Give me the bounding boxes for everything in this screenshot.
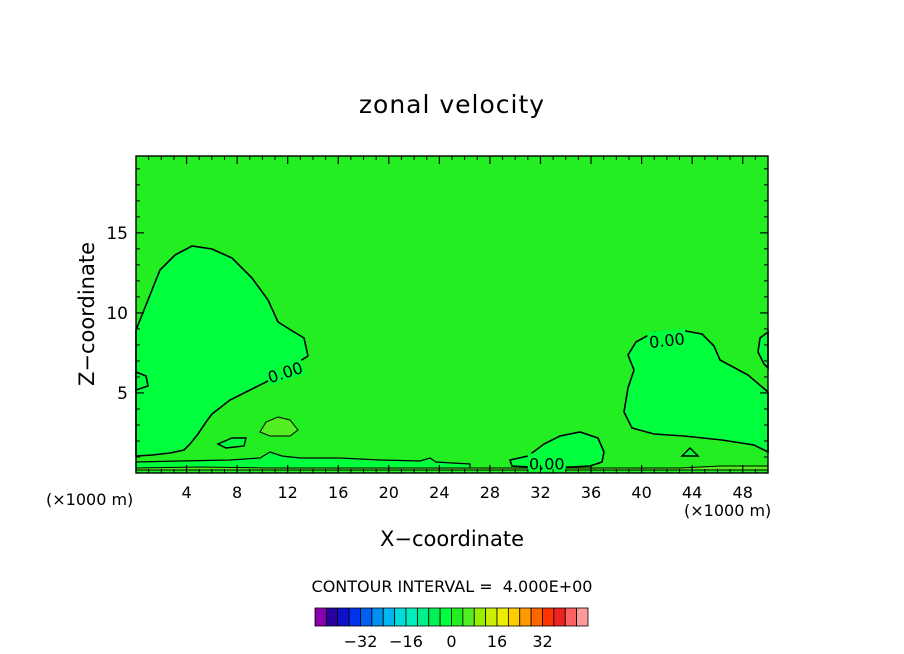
colorbar-tick-label: −16 — [389, 632, 423, 651]
y-tick-label: 5 — [117, 384, 128, 404]
colorbar-swatch — [394, 607, 407, 627]
contour-label-bg — [527, 453, 566, 472]
contour-label-text: 0.00 — [648, 329, 685, 352]
x-tick-label: 28 — [480, 483, 500, 502]
colorbar-swatch — [530, 607, 543, 627]
colorbar-swatch — [382, 607, 396, 627]
colorbar-swatch — [337, 607, 350, 627]
colorbar-tick-label: 0 — [446, 632, 456, 651]
x-tick-label: 8 — [232, 483, 242, 502]
contour-label: 0.00 — [646, 328, 687, 352]
contour-label-bg — [646, 328, 687, 351]
x-tick-label: 44 — [682, 483, 702, 502]
colorbar-swatch — [462, 607, 475, 627]
colorbar-swatch — [360, 607, 373, 627]
chart-title: zonal velocity — [359, 90, 545, 119]
x-tick-label: 4 — [181, 483, 191, 502]
colorbar-tick-label: −32 — [344, 632, 378, 651]
y-axis-label: Z−coordinate — [75, 242, 99, 386]
x-tick-label: 12 — [278, 483, 298, 502]
colorbar-swatch — [564, 607, 578, 627]
plot-area: 0.000.000.00 4 8 12 16 20 24 28 32 36 40 44 48 5101… — [106, 155, 769, 502]
colorbar-swatch — [325, 607, 339, 627]
x-tick-label: 36 — [581, 483, 601, 502]
colorbar-swatch — [542, 607, 555, 627]
contour-label: 0.00 — [527, 453, 566, 473]
x-tick-label: 48 — [733, 483, 753, 502]
x-tick-label: 32 — [530, 483, 550, 502]
colorbar-swatch — [507, 607, 521, 627]
colorbar-swatch — [473, 607, 487, 627]
y-tick-label: 15 — [106, 224, 128, 244]
x-unit-left: (×1000 m) — [46, 490, 133, 509]
colorbar-swatch — [553, 607, 566, 627]
contour-interval-label: CONTOUR INTERVAL = 4.000E+00 — [312, 577, 593, 596]
contour-label-bg — [263, 356, 306, 386]
contour-label-text: 0.00 — [529, 454, 565, 473]
x-tick-label: 20 — [379, 483, 399, 502]
colorbar-swatch — [405, 607, 418, 627]
x-tick-label: 40 — [631, 483, 651, 502]
colorbar: −32 −16 0 16 32 — [314, 607, 589, 651]
zero-blob-a — [216, 437, 247, 449]
colorbar-tick-label: 16 — [487, 632, 507, 651]
zero-blob-b — [680, 447, 700, 457]
colorbar-swatch — [371, 607, 384, 627]
colorbar-swatch — [519, 607, 532, 627]
colorbar-swatch — [496, 607, 509, 627]
x-tick-label: 16 — [328, 483, 348, 502]
zero-region-right — [623, 329, 769, 454]
x-tick-label: 24 — [429, 483, 449, 502]
colorbar-swatch — [416, 607, 430, 627]
x-axis-ticks: 4 8 12 16 20 24 28 32 36 40 44 48 — [148, 156, 756, 502]
colorbar-swatch — [451, 607, 464, 627]
colorbar-tick-label: 32 — [532, 632, 552, 651]
colorbar-swatch — [439, 607, 452, 627]
positive-patch — [259, 416, 299, 437]
y-axis-ticks: 5 10 15 — [106, 168, 768, 458]
colorbar-swatch — [576, 607, 589, 627]
ground-band-1 — [135, 451, 471, 471]
colorbar-swatch — [485, 607, 498, 627]
colorbar-swatch — [428, 607, 441, 627]
y-tick-label: 10 — [106, 304, 128, 324]
colorbar-swatch — [314, 607, 327, 627]
colorbar-swatch — [348, 607, 361, 627]
x-unit-right: (×1000 m) — [684, 501, 771, 520]
x-axis-label: X−coordinate — [380, 527, 524, 551]
